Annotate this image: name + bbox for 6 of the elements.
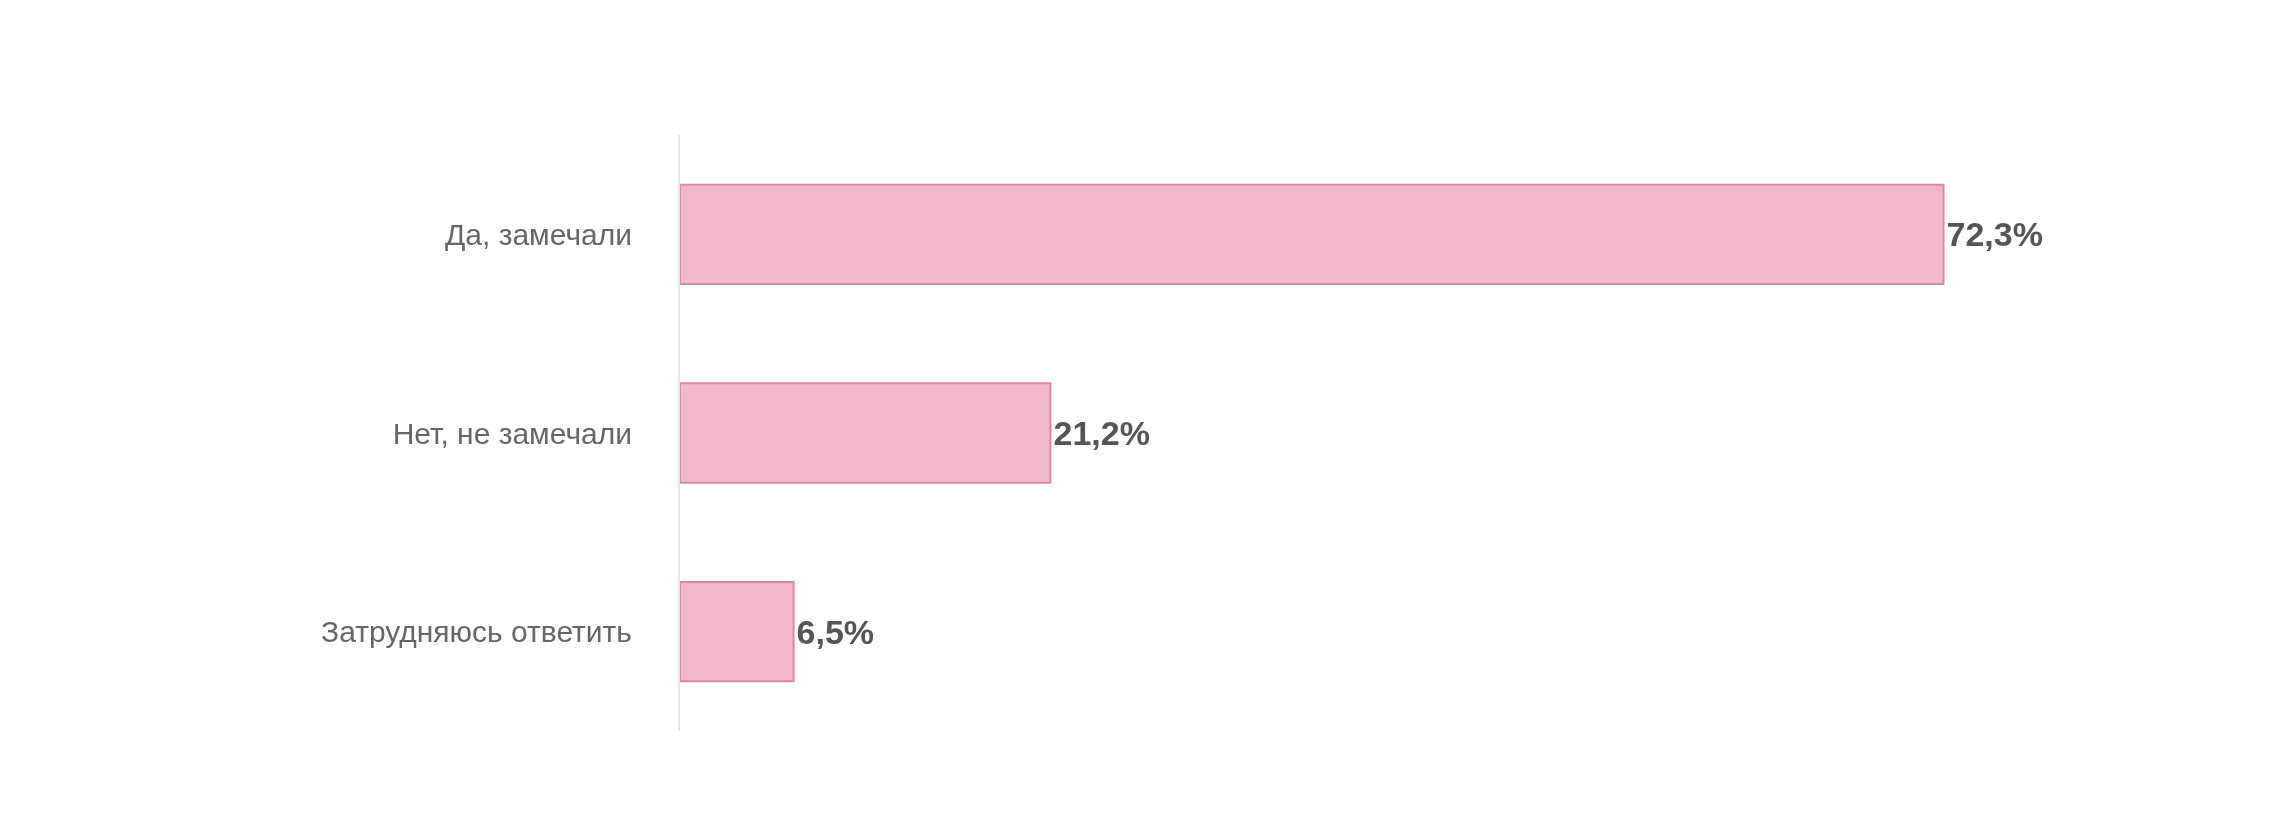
y-tick-label: Затрудняюсь ответить (321, 615, 632, 649)
y-tick-label: Нет, не замечали (392, 416, 632, 450)
y-tick-label: Да, замечали (444, 217, 632, 251)
data-label: 72,3% (1946, 215, 2043, 254)
data-label: 6,5% (796, 612, 875, 651)
data-label: 21,2% (1053, 414, 1150, 452)
